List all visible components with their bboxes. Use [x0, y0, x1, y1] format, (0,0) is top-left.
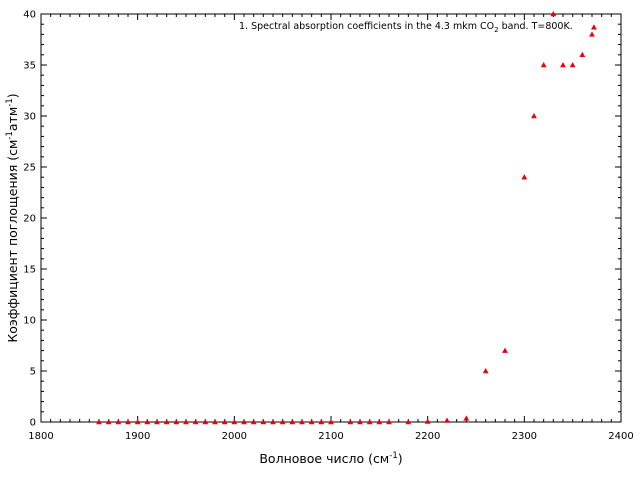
y-tick-label: 5 [30, 367, 36, 378]
data-point [482, 367, 489, 374]
data-point [347, 418, 354, 425]
data-point [589, 31, 595, 37]
axis-ticks: 1800 1900 2000 2100 2200 2300 2400 0 5 10 15 20 25 30… [23, 10, 633, 443]
plot-frame [40, 13, 622, 423]
data-point [260, 418, 267, 425]
y-tick-label: 35 [23, 61, 36, 72]
data-point [502, 347, 508, 353]
data-point [202, 418, 209, 425]
x-tick-label: 2100 [318, 431, 343, 442]
data-point [591, 24, 597, 30]
data-point [231, 418, 238, 425]
legend-label: 1. Spectral absorption coefficients in t… [239, 21, 573, 34]
data-point [183, 418, 189, 425]
data-point [444, 417, 450, 423]
data-point [357, 418, 363, 425]
x-tick-label: 2300 [512, 431, 537, 442]
y-tick-label: 0 [30, 418, 36, 429]
x-tick-label: 1800 [28, 431, 53, 442]
x-tick-label: 1900 [125, 431, 150, 442]
y-tick-label: 20 [23, 214, 36, 225]
data-point [521, 174, 528, 180]
data-point [154, 418, 160, 425]
data-point [405, 418, 412, 425]
data-point [270, 418, 276, 425]
data-point [144, 418, 151, 425]
data-point [424, 418, 431, 424]
data-point [308, 418, 315, 425]
data-point [328, 418, 334, 425]
data-points [96, 10, 597, 425]
data-point [289, 418, 296, 425]
data-point [366, 418, 373, 425]
data-point [376, 418, 383, 425]
data-point [221, 418, 228, 425]
data-point [540, 61, 547, 68]
x-tick-label: 2200 [415, 431, 440, 442]
data-point [173, 418, 180, 425]
data-point [463, 415, 470, 421]
data-point [250, 418, 257, 425]
data-point [550, 10, 557, 17]
y-axis-label: Коэффициент поглощения (см-1атм-1) [5, 93, 20, 342]
x-tick-label: 2000 [222, 431, 247, 442]
data-point [386, 418, 392, 425]
data-point [192, 418, 199, 425]
data-point [125, 418, 131, 425]
data-point [105, 418, 112, 425]
data-point [318, 418, 325, 425]
data-point [241, 418, 247, 425]
x-tick-label: 2400 [608, 431, 633, 442]
data-point [96, 418, 102, 425]
data-point [560, 61, 566, 68]
x-axis-label: Волновое число (см-1) [259, 451, 402, 466]
data-point [134, 418, 141, 425]
y-tick-label: 15 [23, 265, 36, 276]
data-point [579, 51, 586, 58]
data-point [531, 112, 537, 119]
data-point [163, 418, 170, 425]
y-tick-label: 30 [23, 112, 36, 123]
y-tick-label: 40 [23, 10, 36, 21]
data-point [212, 418, 218, 425]
data-point [279, 418, 286, 425]
data-point [115, 418, 122, 425]
y-tick-label: 25 [23, 163, 36, 174]
y-tick-label: 10 [23, 316, 36, 327]
data-point [299, 418, 305, 425]
data-point [569, 61, 576, 68]
